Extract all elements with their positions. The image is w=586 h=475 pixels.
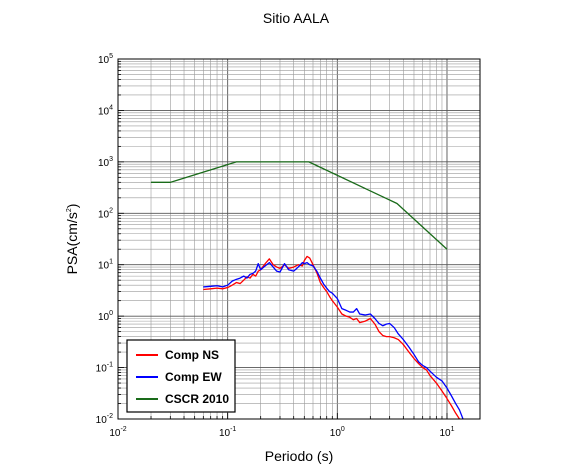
tick-label-base: 10	[98, 209, 110, 220]
y-tick-label: 10-2	[96, 413, 113, 426]
tick-label-exponent: 1	[109, 259, 113, 266]
series-line-comp-ns	[203, 255, 461, 419]
legend-label-ns: Comp NS	[165, 348, 219, 362]
x-tick-label: 100	[330, 426, 345, 439]
tick-label-exponent: 3	[109, 156, 113, 163]
y-tick-label: 105	[98, 53, 113, 66]
tick-label-exponent: 2	[109, 207, 113, 214]
y-tick-label: 101	[98, 259, 113, 272]
legend-label-ew: Comp EW	[165, 370, 222, 384]
y-tick-label: 104	[98, 104, 113, 117]
y-tick-label: 102	[98, 207, 113, 220]
legend: Comp NS Comp EW CSCR 2010	[126, 339, 236, 413]
tick-label-base: 10	[98, 106, 110, 117]
tick-label-exponent: 4	[109, 104, 113, 111]
tick-label-base: 10	[219, 428, 231, 439]
x-tick-label: 10-1	[219, 426, 236, 439]
tick-label-base: 10	[96, 364, 108, 375]
y-axis-label-base: PSA(cm/s	[64, 212, 80, 274]
tick-label-exponent: -2	[120, 426, 126, 433]
tick-label-base: 10	[98, 261, 110, 272]
y-axis-label: PSA(cm/s2)	[64, 204, 80, 275]
x-tick-label: 101	[439, 426, 454, 439]
y-axis-label-superscript: 2	[66, 208, 73, 212]
tick-label-exponent: 1	[451, 426, 455, 433]
tick-label-base: 10	[439, 428, 451, 439]
tick-label-exponent: 0	[109, 310, 113, 317]
y-tick-label: 103	[98, 156, 113, 169]
tick-label-exponent: 5	[109, 53, 113, 60]
tick-label-base: 10	[98, 158, 110, 169]
plot-frame	[117, 58, 481, 420]
grid	[117, 58, 481, 420]
x-tick-labels: 10-2 10-1 100 101	[109, 426, 454, 439]
x-axis-label: Periodo (s)	[265, 448, 333, 464]
chart-title: Sitio AALA	[263, 10, 330, 26]
tick-label-exponent: -1	[230, 426, 236, 433]
series-line-cscr-2010	[151, 161, 448, 250]
series-layer	[151, 161, 464, 419]
tick-label-base: 10	[98, 312, 110, 323]
tick-label-exponent: 0	[341, 426, 345, 433]
axis-ticks	[117, 58, 481, 420]
tick-label-exponent: -2	[107, 413, 113, 420]
tick-label-base: 10	[330, 428, 342, 439]
series-line-comp-ew	[203, 261, 464, 419]
y-tick-label: 100	[98, 310, 113, 323]
y-axis-label-end: )	[64, 204, 80, 209]
tick-label-base: 10	[98, 55, 110, 66]
tick-label-base: 10	[109, 428, 121, 439]
x-tick-label: 10-2	[109, 426, 126, 439]
tick-label-base: 10	[96, 415, 108, 426]
tick-label-exponent: -1	[107, 362, 113, 369]
legend-label-cscr: CSCR 2010	[165, 392, 229, 406]
y-tick-label: 10-1	[96, 362, 113, 375]
